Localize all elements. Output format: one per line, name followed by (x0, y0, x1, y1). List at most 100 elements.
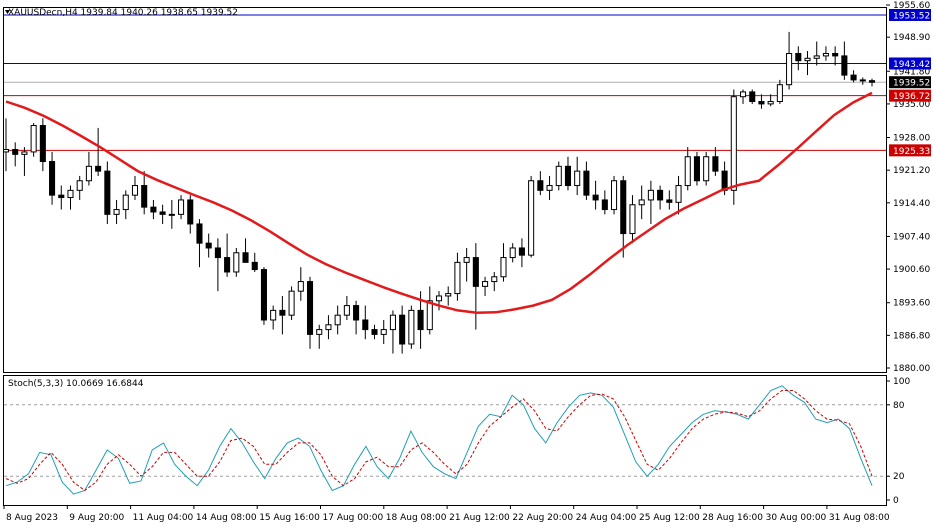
price-tick-label: 1955.60 (893, 1, 930, 11)
candle-body (39, 125, 46, 163)
candle-body (666, 199, 673, 203)
candle-body (325, 324, 332, 331)
price-tick-label: 1886.80 (893, 331, 930, 341)
candle-body (454, 261, 461, 295)
candle-body (721, 170, 728, 191)
price-panel: 1955.60 1948.90 1941.80 1935.00 1928.00 1921.… (2, 1, 931, 374)
candle-body (500, 257, 507, 278)
price-tick-label: 1900.60 (893, 265, 930, 275)
candle-body (343, 305, 350, 316)
candle-body (389, 314, 396, 331)
price-tick-label: 1907.40 (893, 232, 930, 242)
candle-body (67, 189, 74, 199)
candle-body (353, 305, 360, 321)
time-tick-label: 18 Aug 08:00 (386, 513, 447, 523)
candle-body (776, 84, 783, 103)
candle-body (832, 52, 839, 57)
time-tick-label: 30 Aug 00:00 (766, 513, 827, 523)
collapse-triangle-icon[interactable] (5, 10, 10, 14)
candle-body (795, 52, 802, 62)
candle-body (122, 194, 129, 211)
level-tag (889, 57, 931, 70)
candle-body (270, 309, 277, 321)
candle-body (233, 252, 240, 273)
candle-body (417, 309, 424, 331)
candle-body (30, 125, 37, 153)
candle-body (730, 96, 737, 191)
price-tick-label: 1921.20 (893, 166, 930, 176)
candle-body (141, 185, 148, 208)
candle-body (601, 199, 608, 211)
candle-body (187, 199, 194, 225)
price-tick-label: 1948.90 (893, 33, 930, 43)
candle-body (583, 170, 590, 196)
time-axis: 8 Aug 2023 9 Aug 20:00 11 Aug 04:00 14 Aug … (3, 505, 890, 523)
candle-body (739, 91, 747, 98)
candle-body (868, 80, 876, 83)
candle-body (537, 180, 544, 191)
candle-body (611, 180, 618, 211)
candle-body (859, 79, 866, 82)
level-tag-label: 1943.42 (893, 60, 930, 70)
candle-body (463, 257, 470, 263)
level-tag-label: 1925.33 (893, 147, 930, 157)
level-tag (889, 89, 931, 102)
current-price-tag (889, 76, 931, 89)
candle-body (251, 261, 258, 271)
candle-body (214, 247, 221, 259)
time-tick-label: 8 Aug 2023 (6, 513, 58, 523)
candle-body (113, 209, 120, 215)
candle-body (205, 242, 212, 249)
price-panel-frame (3, 7, 887, 373)
candle-body (472, 257, 479, 287)
candle-body (297, 281, 304, 292)
current-price-label: 1939.52 (893, 79, 930, 89)
candle-body (850, 74, 857, 81)
candle-body (647, 189, 654, 201)
candle-body (528, 180, 535, 256)
candle-body (288, 290, 295, 316)
candle-body (2, 149, 10, 153)
stochastic-panel-frame (3, 375, 887, 506)
price-tick-label: 1914.40 (893, 199, 930, 209)
candle-body (684, 156, 691, 187)
time-tick-label: 25 Aug 12:00 (639, 513, 700, 523)
stochastic-tick-label: 20 (893, 472, 905, 482)
candle-body (693, 156, 700, 182)
candle-body (178, 199, 185, 215)
candle-body (306, 281, 314, 335)
stochastic-title: Stoch(5,3,3) 10.0669 16.6844 (8, 379, 144, 389)
time-tick-label: 22 Aug 20:00 (512, 513, 573, 523)
chart-title: XAUUSDecn,H4 1939.84 1940.26 1938.65 193… (8, 8, 238, 18)
stochastic-signal-line (5, 390, 873, 492)
candle-body (491, 276, 498, 283)
price-tick-label: 1928.00 (893, 134, 930, 144)
stochastic-panel: 100 80 20 0 Stoch(5,3,3) 10.0669 16.6844 (3, 375, 910, 506)
candles (2, 31, 876, 354)
candle-body (76, 180, 83, 191)
candle-body (758, 101, 765, 105)
candle-body (712, 156, 719, 172)
candle-body (242, 252, 249, 263)
candle-body (574, 170, 581, 187)
time-tick-label: 28 Aug 16:00 (702, 513, 763, 523)
candle-body (224, 257, 231, 273)
candle-body (509, 247, 516, 259)
time-tick-label: 14 Aug 08:00 (196, 513, 257, 523)
candle-body (12, 149, 19, 155)
candle-body (546, 185, 553, 191)
candle-body (592, 194, 599, 201)
candle-body (104, 170, 111, 215)
candle-body (767, 101, 774, 105)
price-tick-label: 1935.00 (893, 100, 930, 110)
stochastic-axis: 100 80 20 0 (886, 377, 910, 506)
candle-body (841, 55, 848, 76)
candle-body (159, 211, 166, 215)
candle-body (675, 185, 682, 203)
candle-body (435, 295, 443, 302)
candle-body (813, 55, 820, 59)
candle-body (316, 329, 323, 335)
candle-body (518, 247, 525, 256)
candle-body (620, 180, 627, 235)
